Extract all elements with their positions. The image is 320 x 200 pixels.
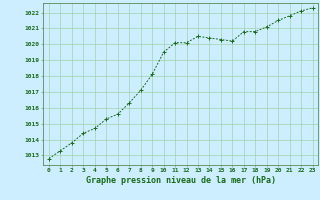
X-axis label: Graphe pression niveau de la mer (hPa): Graphe pression niveau de la mer (hPa) (86, 176, 276, 185)
